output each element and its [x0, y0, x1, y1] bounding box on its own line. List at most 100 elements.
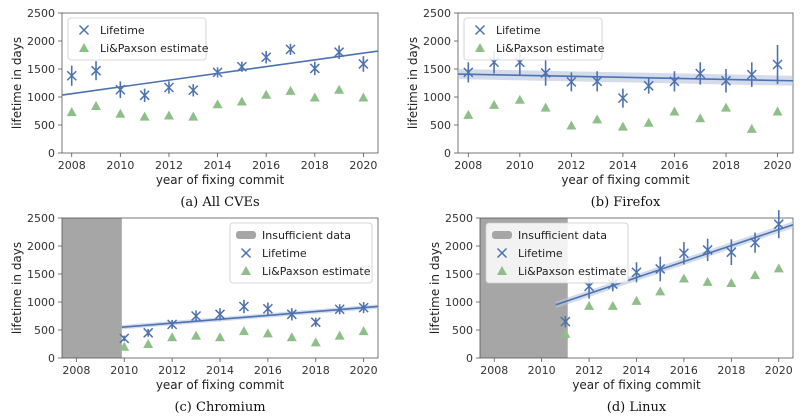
lifetime-point	[669, 76, 680, 87]
lifetime-point	[773, 219, 784, 230]
legend-label: Li&Paxson estimate	[518, 265, 627, 278]
lifetime-point	[91, 65, 102, 76]
trend-line	[555, 223, 794, 306]
estimate-point	[721, 102, 731, 112]
x-tick-label: 2012	[155, 159, 183, 172]
lifetime-marker-stroke	[119, 333, 130, 344]
lifetime-marker-stroke	[143, 327, 154, 338]
lifetime-marker-stroke	[309, 63, 320, 74]
y-tick-label: 2500	[423, 7, 451, 20]
lifetime-marker-stroke	[139, 90, 150, 101]
y-tick-label: 1500	[445, 268, 473, 281]
legend: Insufficient data Lifetime Li&Paxson estim…	[485, 222, 629, 284]
trend-line	[121, 305, 379, 328]
estimate-point	[188, 111, 199, 121]
legend-marker-estimate	[475, 43, 485, 52]
lifetime-point	[334, 47, 345, 58]
x-tick-label: 2008	[58, 159, 86, 172]
lifetime-point	[236, 61, 247, 72]
lifetime-point	[566, 76, 577, 87]
x-tick-label: 2016	[660, 159, 688, 172]
y-tick-label: 0	[444, 147, 451, 160]
lifetime-marker-stroke	[678, 248, 689, 259]
estimate-point	[695, 113, 706, 123]
lifetime-point	[163, 82, 174, 93]
lifetime-point	[592, 76, 603, 87]
legend-label: Lifetime	[518, 247, 563, 260]
lifetime-marker-stroke	[617, 93, 628, 104]
x-tick-label: 2020	[350, 364, 378, 377]
estimate-point	[115, 108, 126, 118]
lifetime-marker-stroke	[463, 67, 474, 78]
y-tick-label: 1000	[27, 296, 55, 309]
y-tick-label: 2000	[445, 240, 473, 253]
x-tick-label: 2010	[528, 364, 556, 377]
lifetime-point	[617, 93, 628, 104]
lifetime-point	[678, 248, 689, 259]
panel-caption: (b) Firefox	[591, 195, 661, 210]
x-tick-label: 2020	[765, 364, 793, 377]
estimate-point	[560, 328, 571, 338]
estimate-point	[750, 270, 761, 280]
lifetime-point	[631, 267, 642, 278]
lifetime-point	[334, 304, 345, 315]
estimate-point	[655, 286, 666, 296]
lifetime-marker-stroke	[66, 70, 77, 81]
plot-frame	[61, 12, 379, 154]
lifetime-marker-stroke	[115, 84, 126, 95]
lifetime-marker-stroke	[746, 69, 757, 80]
lifetime-point	[139, 90, 150, 101]
y-tick-label: 1000	[27, 91, 55, 104]
lifetime-marker-stroke	[285, 44, 296, 55]
estimate-point	[91, 100, 102, 110]
legend: Insufficient data Lifetime Li&Paxson estim…	[229, 222, 373, 284]
lifetime-marker-stroke	[334, 304, 345, 315]
lifetime-marker-stroke	[669, 76, 680, 87]
estimate-point	[191, 330, 202, 340]
lifetime-marker-stroke	[358, 58, 369, 69]
lifetime-point	[358, 302, 369, 313]
lifetime-point	[726, 247, 737, 258]
lifetime-marker-stroke	[334, 47, 345, 58]
estimate-point	[489, 99, 500, 109]
lifetime-marker-stroke	[655, 263, 666, 274]
lifetime-point	[286, 309, 297, 320]
estimate-point	[310, 337, 321, 347]
y-tick-label: 500	[452, 324, 473, 337]
y-tick-label: 2000	[27, 35, 55, 48]
lifetime-marker-stroke	[750, 237, 761, 248]
lifetime-marker-stroke	[212, 67, 223, 78]
legend-marker-lifetime	[78, 24, 90, 36]
lifetime-marker-stroke	[643, 80, 654, 91]
y-tick-label: 0	[48, 352, 55, 365]
estimate-point	[772, 106, 783, 116]
lifetime-point	[750, 237, 761, 248]
lifetime-point	[188, 85, 199, 96]
estimate-point	[139, 111, 150, 121]
y-tick-label: 1500	[423, 63, 451, 76]
panel-2: 0 500 1000 1500 2000 2500 2008 2010 2012 2014 2016…	[406, 7, 794, 210]
lifetime-point	[746, 69, 757, 80]
estimate-point	[746, 123, 757, 133]
lifetime-point	[191, 310, 202, 322]
estimate-point	[726, 277, 737, 287]
y-tick-label: 500	[34, 324, 55, 337]
legend-marker-lifetime	[496, 247, 508, 259]
x-tick-label: 2008	[480, 364, 508, 377]
y-tick-label: 500	[34, 119, 55, 132]
lifetime-marker-stroke	[358, 302, 369, 313]
lifetime-marker-stroke	[560, 316, 571, 327]
estimate-point	[215, 332, 225, 342]
legend-box	[463, 17, 603, 61]
lifetime-marker-stroke	[236, 61, 247, 72]
x-tick-label: 2012	[575, 364, 603, 377]
estimate-point	[334, 330, 345, 340]
x-axis-label: year of fixing commit	[156, 378, 285, 392]
x-tick-label: 2018	[712, 159, 740, 172]
lifetime-point	[310, 317, 321, 328]
x-tick-label: 2012	[158, 364, 186, 377]
lifetime-marker-stroke	[238, 301, 249, 312]
estimate-point	[167, 332, 178, 342]
lifetime-marker-stroke	[695, 68, 706, 79]
